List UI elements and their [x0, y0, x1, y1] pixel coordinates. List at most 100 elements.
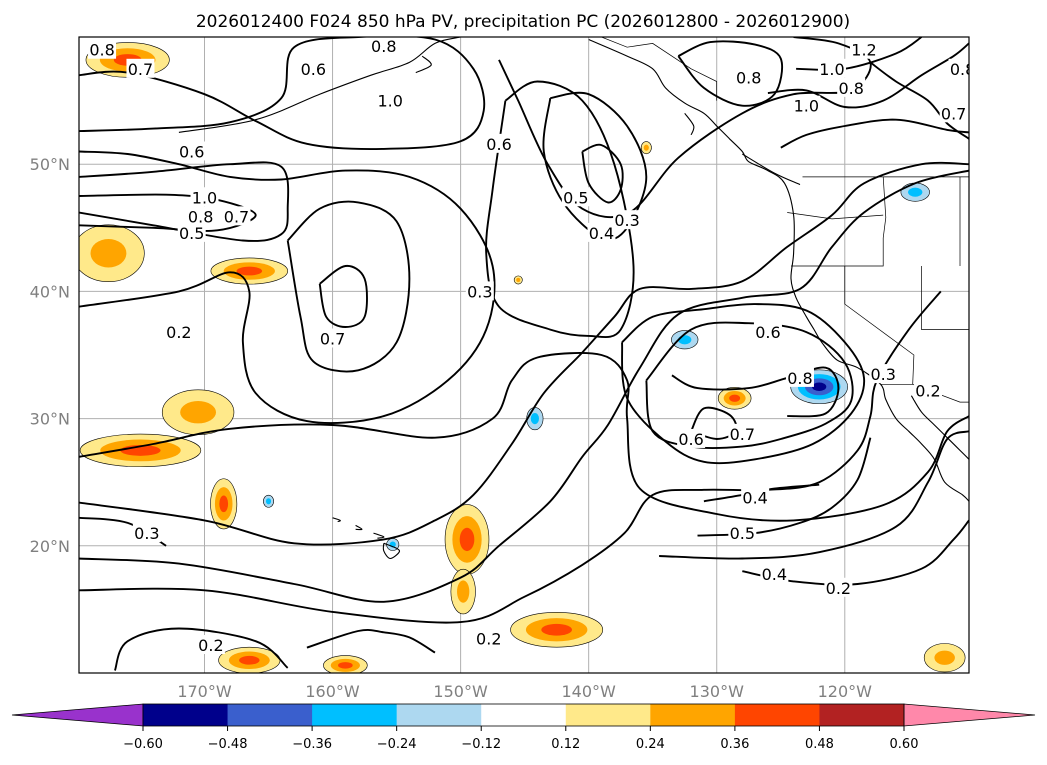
pv-contour-line	[485, 80, 635, 339]
colorbar-segment	[481, 704, 567, 726]
contour-label: 0.8	[734, 67, 763, 88]
svg-text:0.6: 0.6	[179, 142, 204, 161]
y-tick-label: 20°N	[30, 537, 70, 556]
contour-label: 0.6	[753, 322, 782, 342]
precip-negative-region	[263, 494, 274, 508]
political-border	[601, 37, 718, 101]
coastlines	[178, 37, 969, 560]
svg-text:0.6: 0.6	[301, 60, 326, 79]
colorbar-segment	[227, 704, 313, 726]
svg-text:0.4: 0.4	[742, 488, 767, 507]
precip-positive-region	[510, 612, 604, 648]
svg-text:0.2: 0.2	[915, 382, 940, 401]
colorbar-segment	[650, 704, 736, 726]
contour-label: 0.5	[728, 523, 757, 543]
colorbar: −0.60 −0.48 −0.36 −0.24 −0.12 0.12 0.24 0.36 0.4…	[11, 703, 1036, 752]
contour-label: 0.2	[196, 635, 225, 655]
colorbar-tick-label: −0.36	[292, 737, 332, 752]
gridlines	[79, 37, 969, 673]
svg-text:0.6: 0.6	[486, 135, 511, 154]
precip-positive-region	[323, 655, 368, 673]
colorbar-segment	[565, 704, 651, 726]
contour-label: 1.0	[792, 95, 821, 116]
contour-label: 0.5	[177, 222, 206, 243]
pv-contour-line	[79, 352, 969, 522]
y-tick-label: 30°N	[30, 410, 70, 429]
contour-label: 0.8	[837, 77, 866, 98]
contour-label: 0.7	[126, 58, 155, 79]
pv-contour-line	[79, 37, 486, 150]
contour-label: 0.7	[318, 328, 347, 348]
colorbar-tick-label: −0.60	[123, 737, 163, 752]
pv-contour-line	[581, 143, 624, 204]
svg-text:0.2: 0.2	[826, 579, 851, 598]
contour-label: 1.0	[190, 187, 219, 207]
svg-text:0.4: 0.4	[762, 565, 787, 584]
contour-label: 0.7	[222, 206, 251, 226]
precip-positive-region	[444, 504, 490, 575]
contour-label: 0.2	[474, 628, 503, 649]
svg-text:1.0: 1.0	[794, 97, 819, 116]
pv-contour-line	[306, 629, 436, 654]
precip-positive-region	[79, 224, 145, 283]
colorbar-tick-label: −0.24	[377, 737, 417, 752]
plot-frame	[78, 36, 970, 674]
contour-label: 1.0	[376, 90, 405, 111]
contour-label: 0.2	[824, 577, 853, 598]
colorbar-tick-label: 0.48	[805, 737, 834, 752]
political-border	[844, 266, 915, 385]
coastline	[684, 112, 695, 136]
contour-labels: 0.80.7 0.60.81.00.6 0.61.00.8 0.70.50.50.30…	[88, 37, 975, 655]
contour-label: 0.3	[132, 523, 161, 543]
svg-text:0.8: 0.8	[371, 37, 396, 56]
svg-text:0.8: 0.8	[188, 207, 213, 226]
pv-contours	[79, 37, 969, 671]
pv-contour-line	[286, 200, 411, 373]
precip-positive-region	[79, 433, 202, 468]
contour-label: 0.8	[88, 39, 117, 60]
chart-title: 2026012400 F024 850 hPa PV, precipitatio…	[196, 12, 850, 32]
pv-contour-line	[869, 61, 969, 140]
svg-text:0.4: 0.4	[589, 224, 614, 243]
pv-contour-line	[690, 406, 738, 440]
coastline	[415, 55, 432, 74]
precip-positive-region	[161, 389, 235, 435]
svg-text:1.0: 1.0	[192, 188, 217, 207]
contour-label: 0.4	[741, 487, 770, 507]
colorbar-min-extension	[11, 703, 144, 727]
precip-negative-region	[900, 182, 930, 202]
pv-contour-line	[79, 193, 257, 232]
x-tick-label: 120°W	[818, 682, 873, 701]
colorbar-tick-label: 0.24	[636, 737, 665, 752]
svg-text:0.5: 0.5	[179, 224, 204, 243]
svg-text:0.7: 0.7	[128, 60, 153, 79]
precip-negative-region	[526, 407, 544, 431]
contour-label: 0.7	[939, 103, 968, 123]
svg-text:0.6: 0.6	[678, 430, 703, 449]
pv-contour-line	[79, 169, 969, 603]
x-tick-labels: 170°W 160°W 150°W 140°W 130°W 120°W	[177, 682, 872, 701]
svg-text:0.7: 0.7	[730, 425, 755, 444]
svg-text:0.8: 0.8	[950, 60, 975, 79]
pv-contour-line	[318, 264, 368, 328]
svg-text:0.5: 0.5	[730, 524, 755, 543]
contour-label: 0.6	[177, 141, 206, 161]
colorbar-tick-label: −0.12	[461, 737, 501, 752]
political-border	[921, 266, 969, 330]
colorbar-tick-label: −0.48	[208, 737, 248, 752]
coastline	[588, 38, 969, 502]
x-tick-label: 150°W	[433, 682, 488, 701]
svg-text:0.8: 0.8	[89, 41, 114, 60]
precip-positive-region	[210, 257, 289, 285]
contour-label: 0.2	[914, 380, 943, 401]
contour-label: 0.7	[728, 423, 757, 444]
svg-text:0.5: 0.5	[563, 188, 588, 207]
contour-label: 0.6	[299, 58, 328, 79]
coastline	[382, 542, 401, 560]
y-tick-label: 40°N	[30, 282, 70, 301]
contour-label: 0.5	[561, 187, 590, 207]
precip-positive-region	[923, 643, 966, 673]
coastline	[332, 517, 341, 523]
colorbar-tick-label: 0.60	[890, 737, 919, 752]
